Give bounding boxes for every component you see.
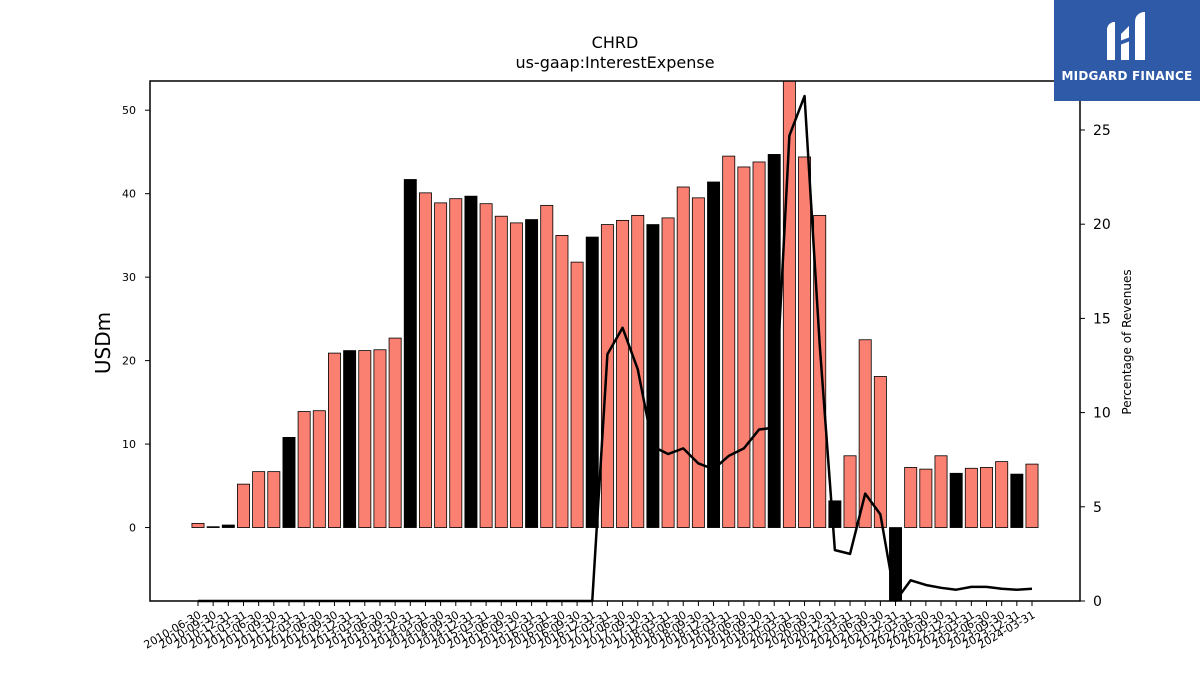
bar — [312, 410, 326, 528]
bar — [464, 195, 478, 528]
bar — [388, 337, 402, 528]
y-tick-label: 40 — [122, 188, 136, 201]
bar — [221, 524, 235, 528]
y-tick-label: 0 — [129, 522, 136, 535]
bar — [600, 224, 614, 528]
bar — [691, 197, 705, 528]
brand-name: MIDGARD FINANCE — [1061, 69, 1193, 83]
bar — [798, 156, 812, 528]
bar — [995, 461, 1009, 528]
bar — [752, 161, 766, 528]
bar — [297, 411, 311, 528]
bar — [843, 455, 857, 528]
bar — [980, 467, 993, 528]
bar — [616, 219, 630, 528]
bar — [282, 436, 296, 528]
bar — [949, 472, 963, 528]
y2-tick-label: 15 — [1093, 311, 1111, 327]
bar — [934, 455, 948, 528]
y2-tick-label: 20 — [1093, 217, 1111, 233]
bar — [237, 483, 250, 528]
y2-tick-label: 0 — [1093, 594, 1102, 610]
bar — [707, 181, 721, 528]
bar — [964, 467, 978, 528]
bar — [403, 179, 417, 528]
brand-logo: MIDGARD FINANCE — [1054, 0, 1200, 101]
bar — [555, 235, 569, 528]
bar — [904, 467, 918, 528]
bar — [343, 350, 357, 528]
bar — [919, 468, 933, 528]
bar — [722, 155, 736, 528]
bar — [509, 222, 523, 528]
bar — [873, 376, 887, 528]
bar — [373, 349, 387, 528]
bar — [570, 261, 584, 528]
bar — [479, 203, 493, 528]
y-tick-label: 20 — [122, 355, 136, 368]
y-axis-label: USDm — [91, 312, 115, 374]
y2-tick-label: 5 — [1093, 500, 1102, 516]
bar — [525, 219, 539, 528]
chart-title: CHRD — [592, 33, 639, 52]
bar — [191, 522, 205, 528]
bar — [418, 192, 432, 528]
y2-tick-label: 10 — [1093, 406, 1111, 422]
bar — [676, 186, 690, 528]
y2-axis-label: Percentage of Revenues — [1120, 269, 1134, 414]
bar — [328, 352, 341, 528]
bar — [449, 198, 463, 528]
y-tick-label: 10 — [122, 438, 136, 451]
y2-tick-label: 25 — [1093, 123, 1111, 139]
bar — [494, 215, 508, 528]
bar — [267, 471, 281, 528]
bar — [646, 224, 660, 528]
chart-subtitle: us-gaap:InterestExpense — [515, 53, 714, 72]
bar — [858, 339, 872, 528]
bar — [1025, 463, 1039, 528]
y-tick-label: 50 — [122, 104, 136, 117]
bar — [540, 204, 554, 528]
plot-frame — [149, 80, 1081, 602]
bar — [889, 527, 902, 602]
y-tick-label: 30 — [122, 271, 136, 284]
bar — [434, 202, 448, 528]
bar — [767, 154, 781, 528]
midgard-logo-icon — [1107, 12, 1145, 60]
bar — [737, 166, 751, 528]
x-axis-ticks: 2010-06-302010-09-302010-12-312011-03-31… — [142, 601, 1038, 652]
bar — [206, 526, 220, 528]
bar — [1010, 473, 1024, 528]
y2-axis-ticks: 0 5 10 15 20 25 — [1080, 123, 1111, 610]
bar — [252, 471, 266, 528]
bar — [661, 217, 675, 528]
bar — [585, 236, 599, 528]
y-axis-ticks: 0 10 20 30 40 50 — [122, 104, 150, 535]
bar — [358, 350, 372, 528]
